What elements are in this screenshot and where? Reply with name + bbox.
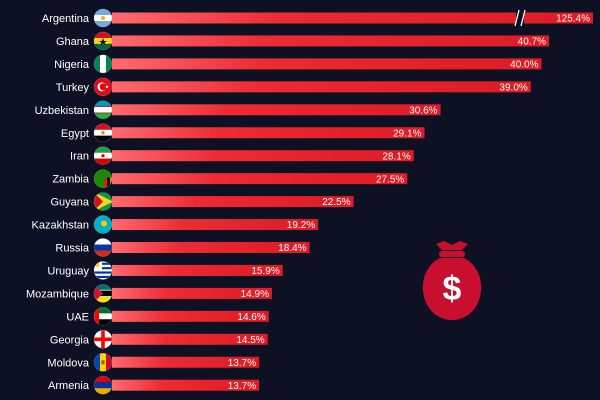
country-label-uruguay: Uruguay: [47, 265, 89, 277]
country-label-mozambique: Mozambique: [26, 288, 89, 300]
bars-layer: Argentina 125.4% Ghana 40.7% Nigeria 40.0% Tur…: [26, 8, 593, 395]
country-label-argentina: Argentina: [42, 13, 90, 25]
value-label-iran: 28.1%: [382, 151, 410, 162]
value-label-egypt: 29.1%: [393, 128, 421, 139]
value-label-mozambique: 14.9%: [241, 289, 269, 300]
axis-break-mark: [514, 9, 520, 27]
flag-uzbekistan-icon: [93, 100, 113, 120]
flag-russia-icon: [93, 238, 113, 257]
bar-nigeria: [112, 58, 542, 70]
flag-argentina-icon: [93, 8, 113, 28]
country-label-uae: UAE: [66, 311, 89, 323]
bar-uruguay: [112, 264, 283, 276]
flag-uruguay-icon: [93, 261, 113, 280]
flag-guyana-icon: [93, 192, 113, 211]
country-label-zambia: Zambia: [52, 174, 90, 186]
flag-armenia-icon: [93, 375, 113, 395]
bar-mozambique: [112, 287, 272, 299]
country-label-georgia: Georgia: [50, 334, 90, 346]
bar-russia: [112, 242, 310, 253]
flag-egypt-icon: [93, 123, 113, 143]
country-label-armenia: Armenia: [48, 380, 90, 392]
value-label-zambia: 27.5%: [376, 174, 404, 185]
bar-uzbekistan: [112, 104, 441, 116]
value-label-armenia: 13.7%: [228, 381, 256, 392]
value-label-turkey: 39.0%: [499, 82, 527, 93]
country-label-iran: Iran: [70, 151, 89, 163]
bar-zambia: [112, 173, 408, 185]
flag-turkey-icon: [93, 77, 113, 97]
bar-ghana: [112, 35, 550, 47]
bar-turkey: [112, 81, 531, 93]
value-label-moldova: 13.7%: [228, 358, 256, 369]
value-label-georgia: 14.5%: [236, 335, 264, 346]
bar-iran: [112, 150, 414, 162]
value-label-nigeria: 40.0%: [510, 60, 538, 71]
value-label-russia: 18.4%: [278, 243, 306, 254]
flag-georgia-icon: [93, 329, 113, 349]
money-bag-icon: $: [422, 241, 482, 320]
flag-uae-icon: [93, 307, 113, 326]
country-label-kazakhstan: Kazakhstan: [32, 220, 89, 232]
value-label-guyana: 22.5%: [322, 197, 350, 208]
value-label-uruguay: 15.9%: [251, 266, 279, 277]
value-label-uae: 14.6%: [237, 312, 265, 323]
flag-mozambique-icon: [93, 284, 113, 303]
dollar-symbol: $: [443, 270, 462, 308]
country-label-russia: Russia: [55, 243, 90, 255]
country-label-moldova: Moldova: [47, 357, 89, 369]
bar-moldova: [112, 356, 260, 368]
country-label-uzbekistan: Uzbekistan: [35, 105, 89, 117]
value-label-uzbekistan: 30.6%: [409, 105, 437, 116]
flag-zambia-icon: [93, 169, 113, 188]
axis-break-mark: [520, 9, 526, 27]
bar-guyana: [112, 196, 354, 208]
flag-kazakhstan-icon: [93, 215, 113, 234]
country-label-turkey: Turkey: [56, 82, 90, 94]
country-label-egypt: Egypt: [61, 128, 89, 140]
bar-georgia: [112, 333, 268, 345]
bar-armenia: [112, 379, 260, 391]
country-label-ghana: Ghana: [56, 36, 90, 48]
flag-iran-icon: [93, 146, 113, 165]
value-label-ghana: 40.7%: [518, 37, 546, 48]
bar-argentina: [112, 12, 593, 24]
bar-kazakhstan: [112, 219, 319, 231]
bar-uae: [112, 310, 269, 322]
bar-egypt: [112, 127, 425, 139]
flag-nigeria-icon: [93, 54, 113, 74]
value-label-kazakhstan: 19.2%: [287, 220, 315, 231]
flag-moldova-icon: [93, 352, 113, 372]
country-label-guyana: Guyana: [50, 197, 89, 209]
value-label-argentina: 125.4%: [556, 14, 590, 25]
flag-ghana-icon: [93, 31, 113, 51]
country-label-nigeria: Nigeria: [54, 59, 90, 71]
